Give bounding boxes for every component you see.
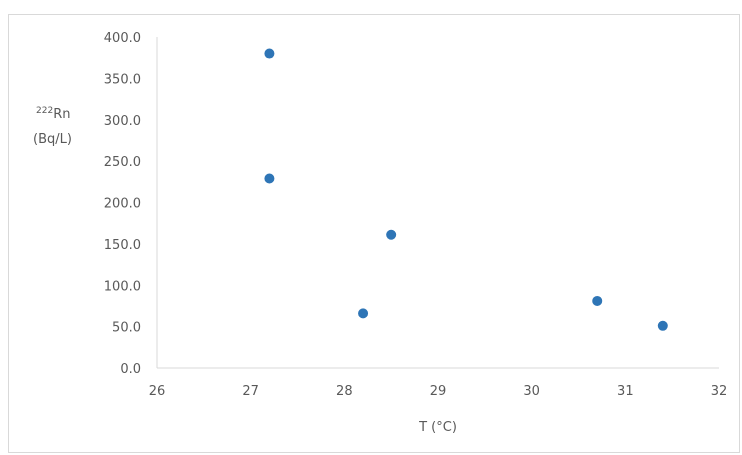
data-point bbox=[264, 48, 275, 59]
data-point bbox=[657, 320, 668, 331]
y-tick-label: 150.0 bbox=[104, 238, 141, 253]
y-tick-label: 100.0 bbox=[104, 279, 141, 294]
data-point bbox=[592, 295, 603, 306]
data-point bbox=[264, 173, 275, 184]
y-tick-labels: 0.0 50.0 100.0 150.0 200.0 250.0 300.0 350.0 400… bbox=[104, 31, 141, 377]
y-tick-label: 350.0 bbox=[104, 72, 141, 87]
x-tick-labels: 26 27 28 29 30 31 32 bbox=[149, 384, 728, 399]
x-tick-label: 26 bbox=[149, 384, 166, 399]
chart-frame bbox=[8, 14, 740, 453]
y-tick-label: 250.0 bbox=[104, 155, 141, 170]
y-axis-title-main: Rn bbox=[53, 107, 70, 122]
y-tick-label: 50.0 bbox=[112, 321, 141, 336]
x-tick-label: 27 bbox=[242, 384, 259, 399]
x-tick-label: 29 bbox=[430, 384, 447, 399]
y-axis-unit: (Bq/L) bbox=[33, 132, 72, 147]
x-axis-title: T (°C) bbox=[418, 420, 457, 435]
x-tick-label: 31 bbox=[617, 384, 634, 399]
y-axis-title: 222Rn bbox=[36, 106, 70, 122]
data-points bbox=[264, 48, 668, 331]
y-tick-label: 300.0 bbox=[104, 114, 141, 129]
x-tick-label: 32 bbox=[711, 384, 728, 399]
y-tick-label: 200.0 bbox=[104, 197, 141, 212]
data-point bbox=[358, 308, 369, 319]
y-tick-label: 0.0 bbox=[120, 362, 141, 377]
x-tick-label: 28 bbox=[336, 384, 353, 399]
y-axis-title-superscript: 222 bbox=[36, 106, 53, 116]
data-point bbox=[386, 229, 397, 240]
x-tick-label: 30 bbox=[523, 384, 540, 399]
y-tick-label: 400.0 bbox=[104, 31, 141, 46]
